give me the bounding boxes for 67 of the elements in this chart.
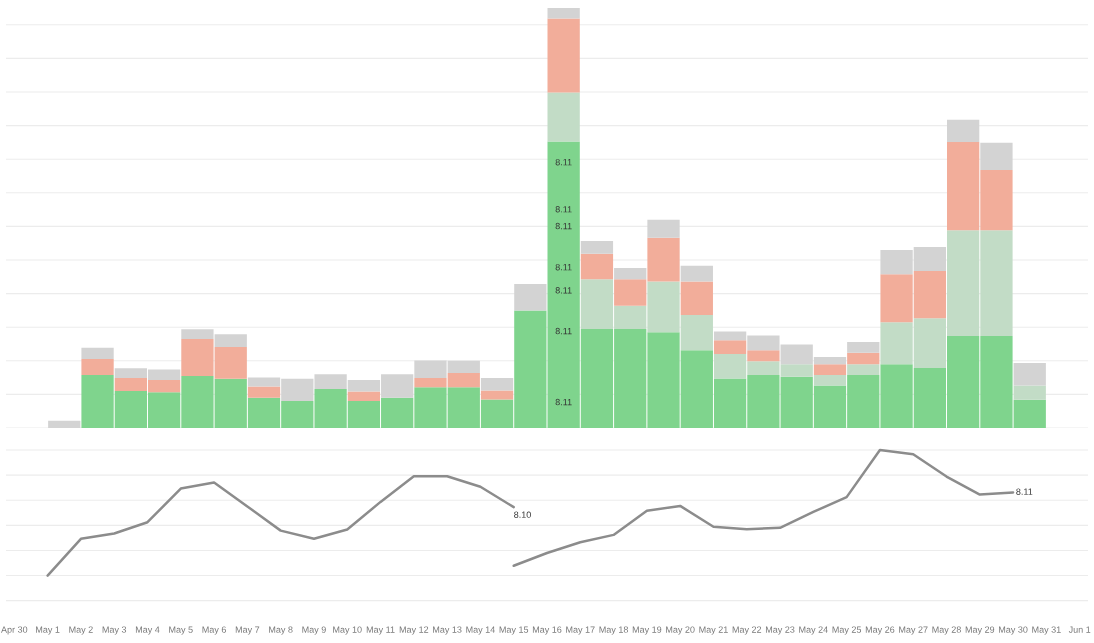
bar [347, 391, 381, 402]
x-tick-label: May 29 [965, 626, 995, 635]
annotation: 8.11 [555, 206, 572, 213]
x-tick-label: May 9 [302, 626, 326, 635]
x-tick-label: May 5 [169, 626, 193, 635]
bar [813, 364, 847, 376]
x-tick-label: May 18 [599, 626, 628, 635]
bar [614, 267, 647, 280]
x-tick-label: May 24 [799, 626, 828, 635]
bar [1013, 385, 1046, 400]
bar [947, 119, 980, 142]
annotation: 8.11 [555, 398, 572, 406]
bar [847, 341, 880, 353]
x-tick-label: May 11 [366, 626, 395, 635]
bar [847, 364, 880, 376]
x-tick-label: May 20 [666, 626, 695, 635]
bar [81, 347, 114, 360]
x-tick-label: May 7 [235, 626, 260, 635]
annotation: 8.11 [555, 287, 572, 294]
bar [480, 390, 514, 400]
bar [680, 265, 713, 282]
x-tick-label: May 28 [932, 626, 961, 635]
x-tick-label: May 15 [499, 626, 529, 635]
x-tick-label: May 8 [269, 626, 293, 635]
bar [480, 378, 514, 391]
x-tick-label: May 1 [36, 626, 60, 635]
x-tick-label: May 12 [399, 626, 429, 635]
x-tick-label: May 17 [566, 626, 595, 635]
bar [980, 142, 1013, 171]
bar [81, 359, 114, 376]
annotation: 8.11 [555, 327, 572, 335]
x-tick-label: May 6 [202, 626, 226, 635]
x-tick-label: May 4 [135, 626, 160, 635]
x-tick-label: May 13 [433, 626, 462, 635]
x-tick-label: May 31 [1032, 626, 1061, 635]
x-tick-label: May 16 [532, 626, 562, 635]
bar [547, 92, 580, 142]
annotation: 8.11 [555, 159, 572, 166]
x-tick-label: Apr 30 [1, 626, 28, 635]
x-tick-label: May 25 [832, 626, 862, 635]
series-label: 8.11 [1016, 488, 1033, 495]
x-tick-label: May 19 [632, 626, 662, 635]
annotation: 8.11 [555, 222, 572, 230]
bar [48, 420, 81, 428]
x-tick-label: May 22 [732, 626, 762, 635]
x-tick-label: May 30 [999, 626, 1028, 635]
bar [547, 7, 580, 19]
x-tick-label: Jun 1 [1068, 626, 1091, 633]
bar [247, 386, 281, 398]
bar [680, 281, 713, 316]
bar [647, 219, 680, 238]
x-tick-label: May 14 [466, 626, 495, 635]
x-tick-label: May 23 [765, 626, 795, 635]
series-label: 8.10 [514, 511, 531, 518]
bar [580, 253, 614, 280]
annotation: 8.11 [555, 264, 572, 271]
x-tick-label: May 27 [899, 626, 928, 635]
x-tick-label: May 3 [102, 626, 127, 635]
x-tick-label: May 21 [699, 626, 728, 635]
bar [514, 283, 547, 311]
bar [847, 352, 880, 365]
bar [547, 18, 580, 93]
x-tick-label: May 2 [69, 626, 93, 635]
x-tick-label: May 26 [865, 626, 895, 635]
x-tick-label: May 10 [333, 626, 362, 635]
bar [580, 241, 614, 254]
bar [1013, 362, 1046, 386]
